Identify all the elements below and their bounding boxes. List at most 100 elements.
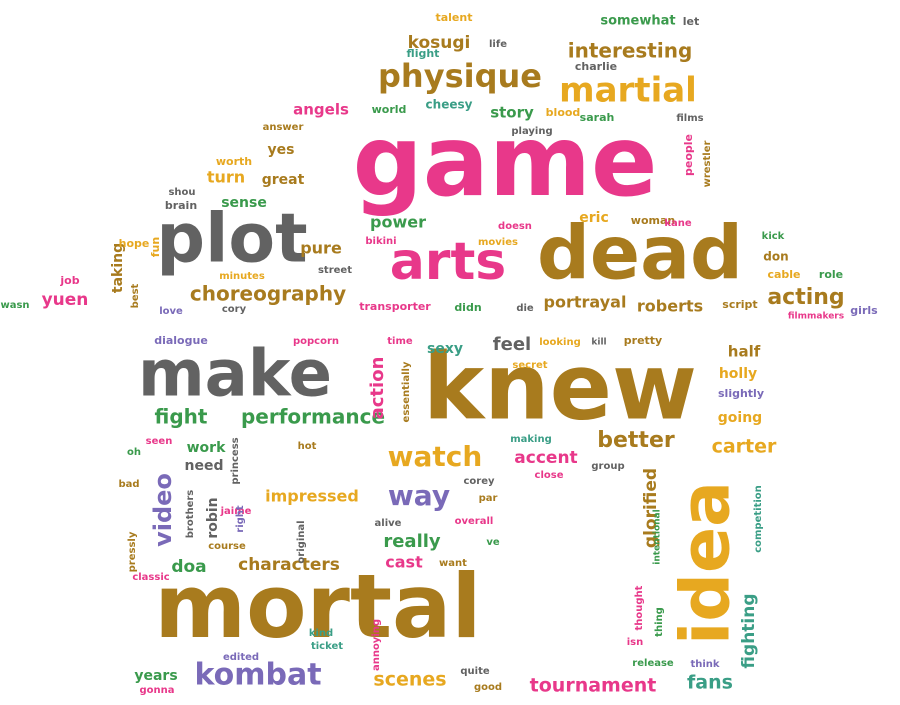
cloud-word: cory (222, 304, 247, 315)
cloud-word: cast (385, 553, 423, 572)
cloud-word: answer (263, 122, 304, 133)
cloud-word: kill (591, 338, 606, 348)
cloud-word: don (763, 250, 788, 264)
cloud-word: carter (712, 436, 777, 458)
cloud-word: flight (407, 47, 440, 60)
cloud-word: brothers (185, 490, 196, 539)
cloud-word: best (130, 283, 141, 308)
cloud-word: competition (753, 485, 764, 553)
cloud-word: fun (149, 237, 162, 257)
cloud-word: course (208, 541, 246, 552)
cloud-word: looking (539, 337, 581, 348)
cloud-word: movies (478, 237, 518, 248)
cloud-word: edited (223, 652, 259, 663)
cloud-word: dead (537, 211, 743, 297)
cloud-word: way (388, 479, 450, 512)
cloud-word: worth (216, 155, 252, 168)
cloud-word: good (474, 682, 502, 693)
cloud-word: job (59, 274, 79, 287)
cloud-word: transporter (359, 300, 431, 313)
cloud-word: going (718, 410, 762, 426)
cloud-word: girls (850, 304, 878, 317)
cloud-word: yes (268, 142, 295, 158)
cloud-word: par (479, 493, 498, 504)
cloud-word: acting (767, 285, 844, 310)
cloud-word: sexy (427, 341, 463, 357)
cloud-word: role (819, 268, 843, 281)
cloud-word: cheesy (426, 98, 473, 112)
cloud-word: making (510, 434, 552, 445)
cloud-word: doa (171, 557, 206, 577)
cloud-word: make (138, 338, 332, 412)
cloud-word: fans (687, 672, 733, 694)
cloud-word: group (591, 461, 624, 472)
cloud-word: watch (388, 440, 483, 473)
cloud-word: kombat (194, 658, 321, 693)
cloud-word: wrestler (702, 141, 713, 188)
cloud-word: characters (238, 555, 340, 575)
cloud-word: annoying (371, 619, 382, 671)
cloud-word: pretty (624, 334, 662, 347)
cloud-word: action (367, 357, 388, 420)
cloud-word: close (535, 470, 564, 481)
cloud-word: classic (132, 572, 169, 583)
cloud-word: script (722, 298, 757, 311)
cloud-word: life (489, 39, 507, 50)
cloud-word: bad (118, 479, 139, 490)
cloud-word: arts (390, 232, 507, 292)
cloud-word: really (383, 531, 441, 552)
cloud-word: secret (512, 360, 547, 371)
cloud-word: seen (146, 436, 173, 447)
cloud-word: pure (300, 239, 342, 258)
cloud-word: wasn (0, 300, 29, 311)
cloud-word: fighting (739, 593, 759, 668)
cloud-word: hope (119, 237, 150, 250)
cloud-word: idea (667, 481, 746, 645)
cloud-word: princess (230, 437, 241, 484)
cloud-word: slightly (718, 387, 764, 400)
cloud-word: sense (221, 195, 267, 211)
cloud-word: thought (634, 585, 645, 630)
cloud-word: corey (463, 476, 495, 487)
cloud-word: want (439, 558, 467, 569)
cloud-word: right (235, 505, 246, 533)
cloud-word: let (683, 15, 700, 28)
cloud-word: blood (546, 106, 581, 119)
cloud-word: angels (293, 101, 349, 119)
cloud-word: roberts (637, 297, 703, 316)
cloud-word: intentional (653, 509, 663, 564)
cloud-word: holly (719, 366, 757, 382)
cloud-word: portrayal (544, 293, 627, 312)
cloud-word: performance (241, 405, 385, 429)
cloud-word: tournament (530, 675, 657, 697)
cloud-word: street (318, 265, 352, 276)
cloud-word: scenes (373, 669, 446, 691)
cloud-word: playing (511, 126, 552, 137)
cloud-word: alive (375, 518, 402, 529)
cloud-word: accent (514, 448, 577, 468)
cloud-word: doesn (498, 221, 532, 232)
cloud-word: knew (423, 333, 697, 440)
cloud-word: eric (579, 210, 609, 226)
cloud-word: fight (155, 405, 208, 429)
cloud-word: quite (460, 666, 489, 677)
cloud-word: mortal (154, 555, 481, 658)
cloud-word: original (296, 520, 307, 563)
cloud-word: oh (127, 447, 141, 458)
cloud-word: talent (435, 11, 472, 24)
cloud-word: work (187, 440, 226, 456)
cloud-word: choreography (190, 282, 346, 306)
cloud-word: gonna (139, 685, 174, 696)
cloud-word: didn (454, 301, 481, 314)
cloud-word: glorified (641, 468, 661, 548)
cloud-word: years (134, 668, 177, 684)
cloud-word: dialogue (154, 334, 208, 347)
cloud-word: ticket (311, 641, 343, 652)
cloud-word: great (262, 172, 305, 188)
cloud-word: power (370, 213, 426, 232)
cloud-word: charlie (575, 60, 617, 73)
cloud-word: die (516, 303, 534, 314)
cloud-word: time (387, 336, 413, 347)
